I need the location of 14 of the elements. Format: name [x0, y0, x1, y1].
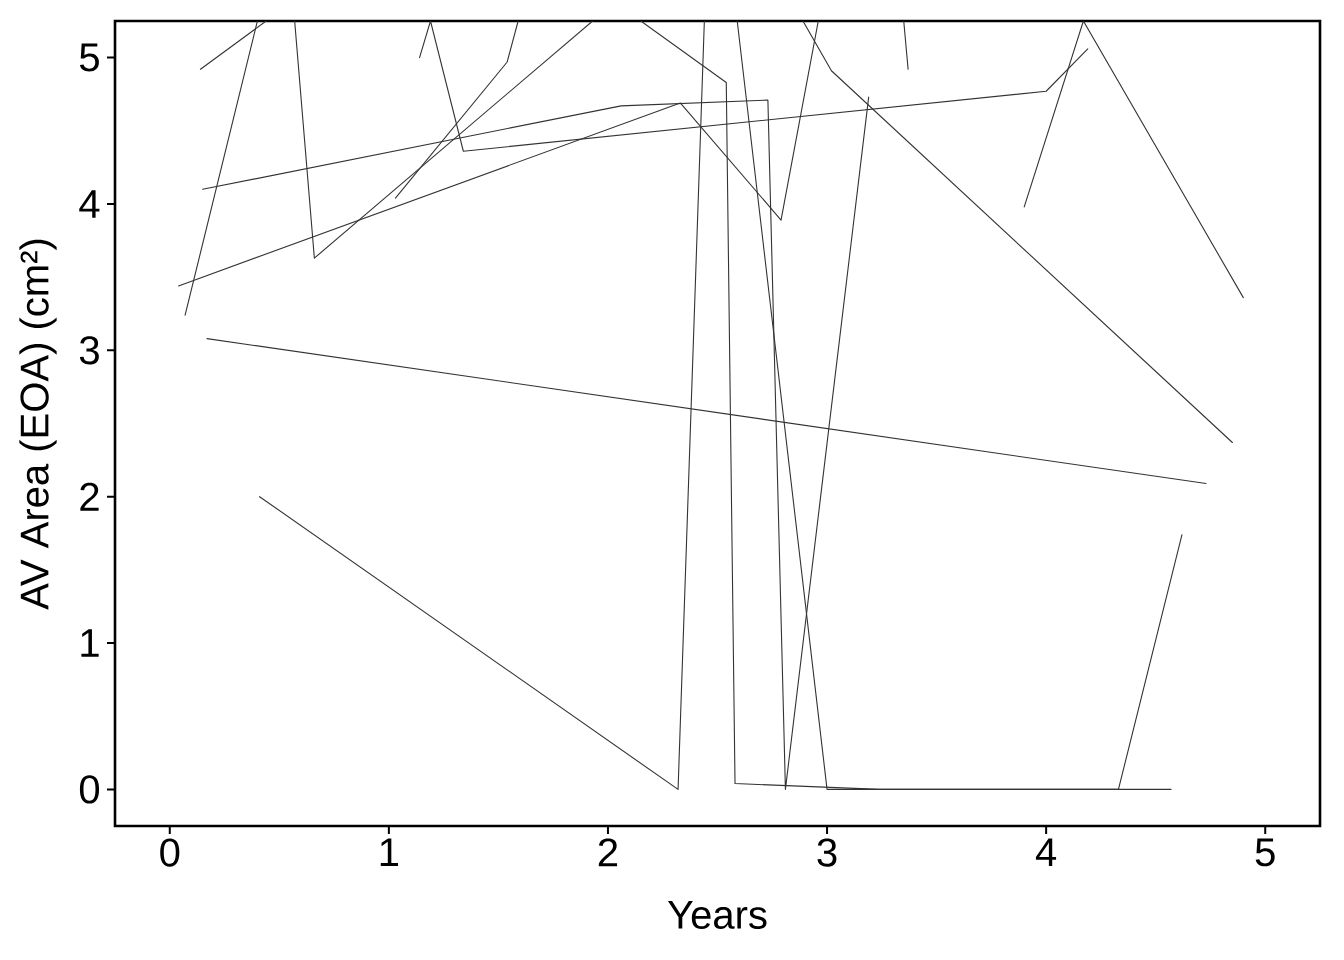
- x-tick-label: 1: [380, 838, 399, 866]
- y-tick-label: 4: [79, 190, 100, 218]
- x-axis-title: Years: [667, 901, 767, 929]
- x-tick-label: 4: [1035, 838, 1057, 866]
- y-tick-label: 3: [79, 336, 99, 365]
- y-tick-label: 0: [79, 775, 100, 804]
- x-tick-label: 5: [1255, 838, 1275, 867]
- x-tick-label: 0: [160, 838, 180, 867]
- y-tick-label: 2: [80, 482, 99, 511]
- y-tick-label: 5: [79, 43, 99, 72]
- x-tick-label: 2: [598, 838, 618, 867]
- y-tick-label: 1: [81, 629, 99, 657]
- y-axis-title: AV Area (EOA) (cm²): [19, 239, 57, 610]
- x-tick-label: 3: [817, 838, 837, 867]
